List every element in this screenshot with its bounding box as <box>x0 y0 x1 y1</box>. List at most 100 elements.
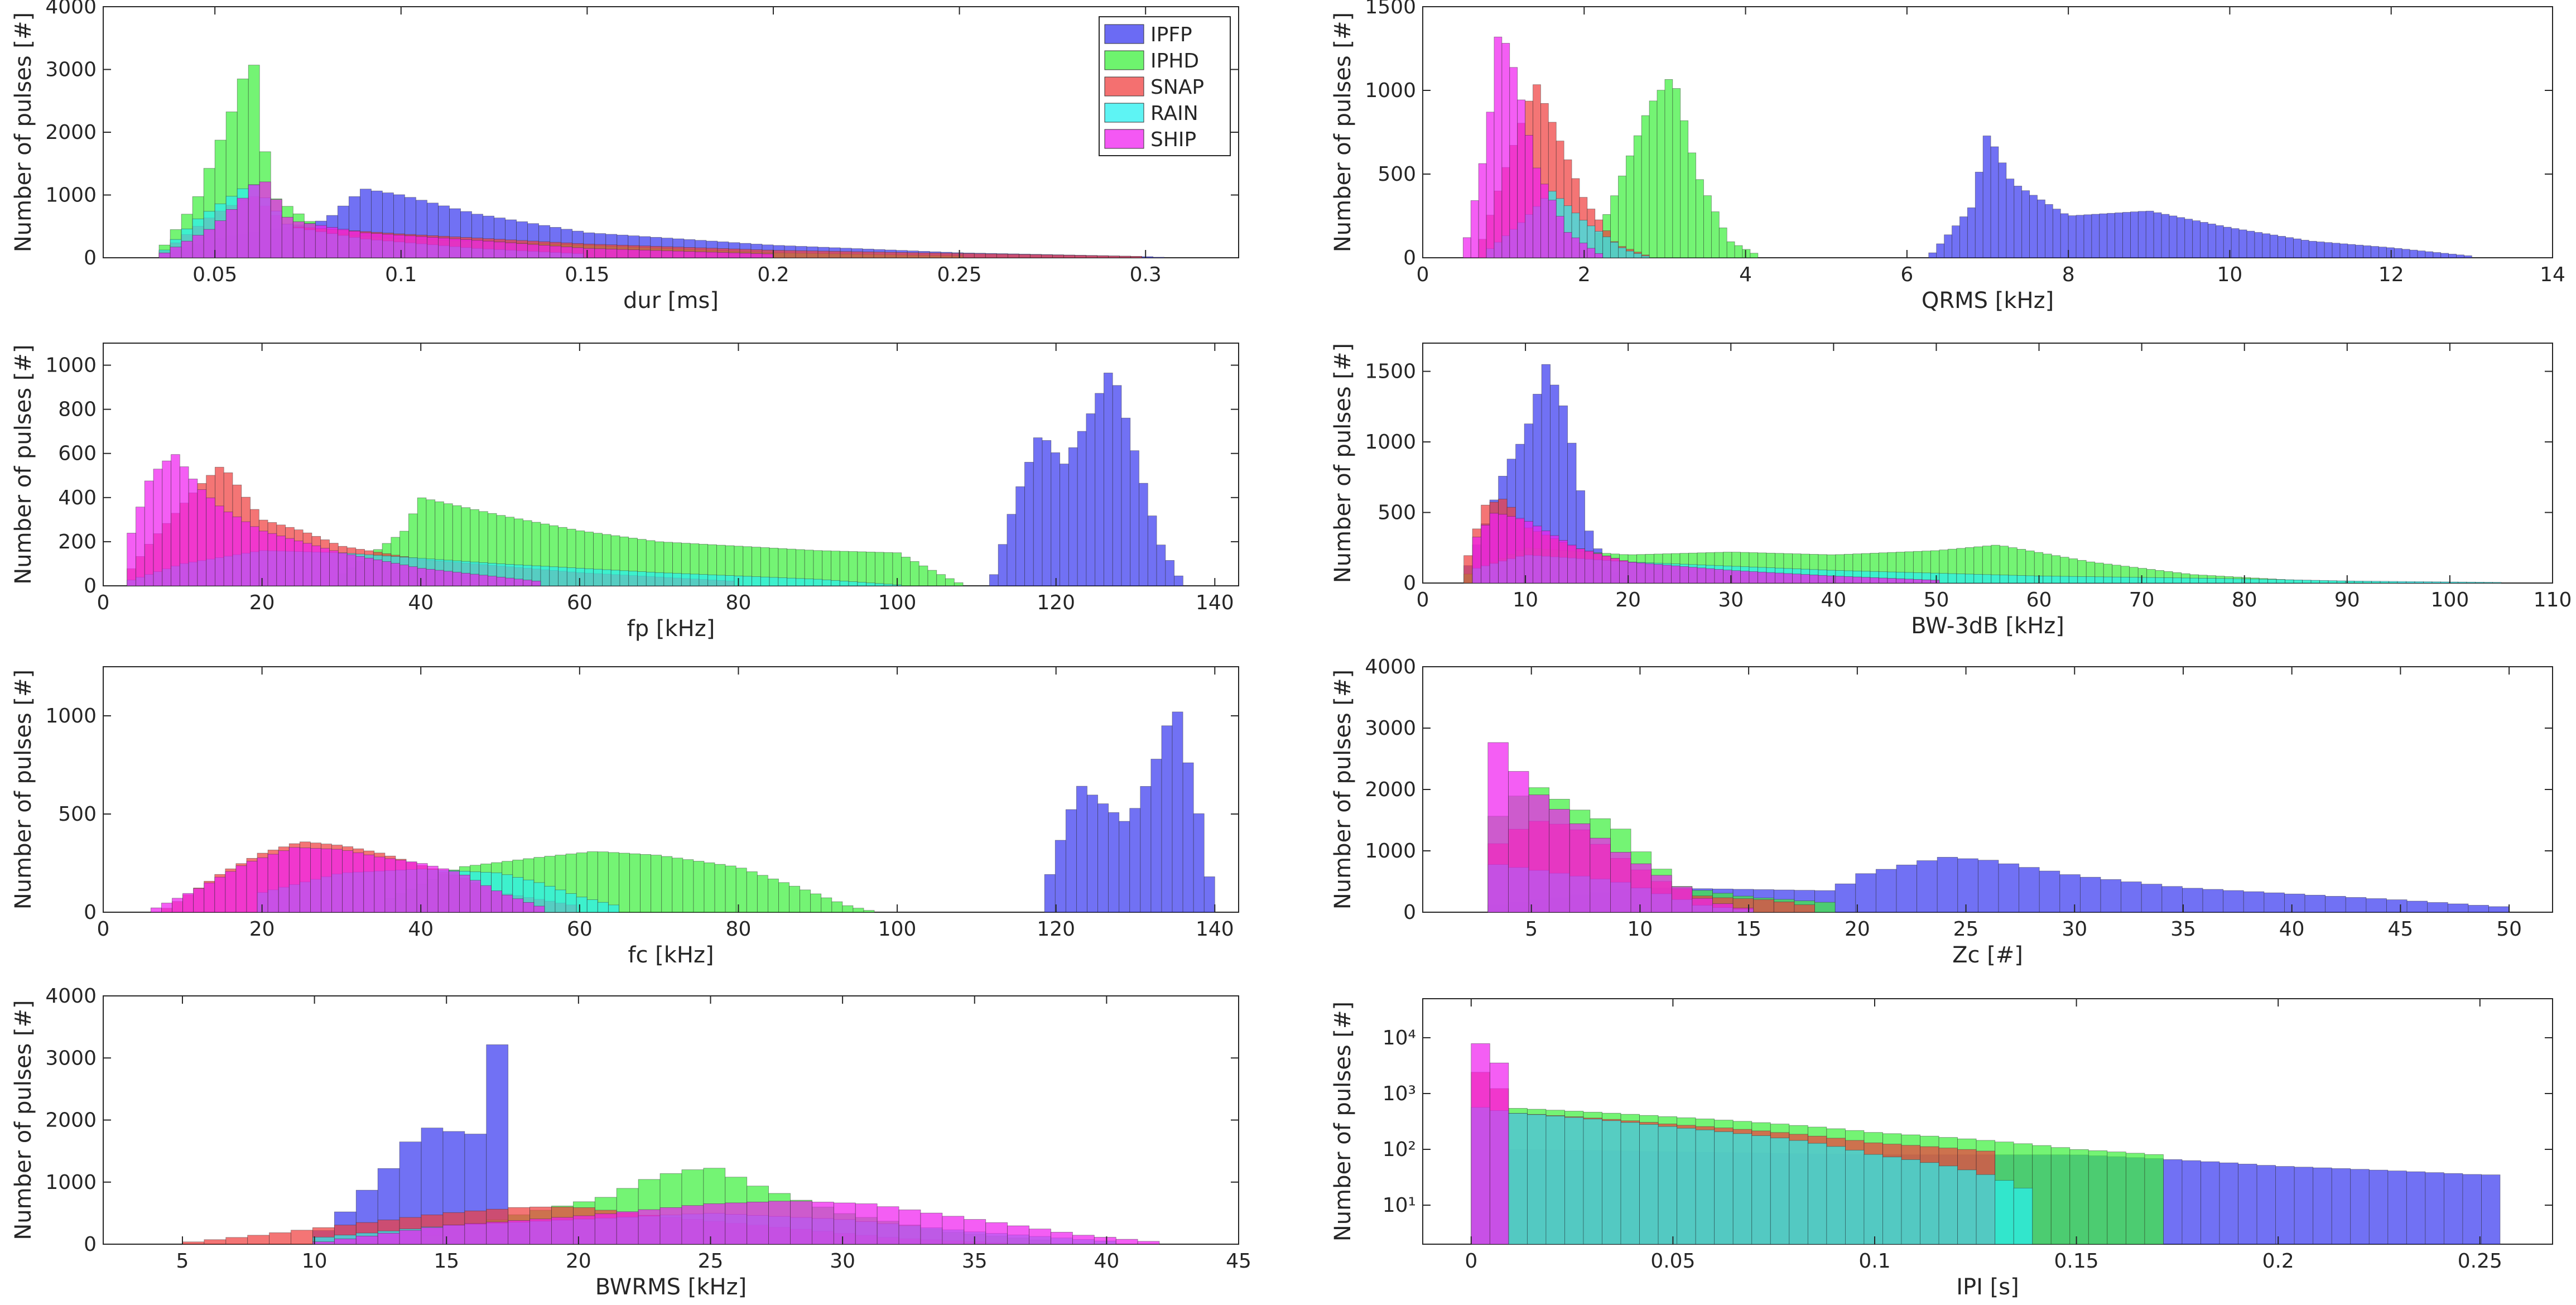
bar-ipfp <box>2481 1174 2501 1245</box>
bar-ipfp <box>2192 220 2201 258</box>
bar-ipfp <box>2083 214 2092 258</box>
series-ipfp <box>989 373 1183 586</box>
bar-ipfp <box>1065 809 1077 913</box>
bar-ship <box>1489 513 1499 584</box>
bar-ship <box>505 577 515 586</box>
bar-ipfp <box>2079 877 2101 913</box>
bar-rain <box>2103 576 2113 584</box>
bar-ship <box>1732 908 1754 913</box>
x-tick-label: 0.2 <box>757 263 789 286</box>
bar-ship <box>1517 99 1525 258</box>
bar-ship <box>384 858 396 913</box>
bar-ship <box>158 252 171 258</box>
bar-ship <box>435 570 444 586</box>
bar-rain <box>866 582 875 586</box>
bar-ship <box>338 552 348 586</box>
bar-rain <box>2431 581 2441 584</box>
bar-ipfp <box>1944 234 1952 258</box>
bar-ship <box>171 454 180 586</box>
bar-rain <box>1732 1133 1752 1245</box>
x-tick-label: 0.1 <box>385 263 417 286</box>
bar-rain <box>2086 576 2096 584</box>
bar-ship <box>877 1206 899 1245</box>
bar-ship <box>426 569 436 586</box>
bar-ship <box>1576 548 1585 584</box>
bar-iphd <box>901 557 911 586</box>
bar-ship <box>421 1227 444 1245</box>
bar-ipfp <box>2462 1174 2482 1245</box>
bar-ship <box>204 882 215 913</box>
bar-iphd <box>1814 902 1836 913</box>
bar-rain <box>2440 581 2450 584</box>
x-tick-label: 20 <box>566 1250 591 1273</box>
bar-ipfp <box>2440 253 2449 258</box>
x-tick-label: 10 <box>302 1250 328 1273</box>
bar-iphd <box>1711 211 1720 258</box>
bar-rain <box>769 577 779 586</box>
y-tick-label: 10¹ <box>1383 1194 1416 1217</box>
bar-ipfp <box>1990 146 1999 258</box>
bar-ipfp <box>2145 210 2154 258</box>
x-tick-label: 8 <box>2062 263 2075 286</box>
bar-ipfp <box>1982 136 1991 258</box>
legend-swatch-ipfp <box>1104 24 1144 44</box>
bar-ship <box>188 479 198 586</box>
bar-rain <box>883 584 893 586</box>
panel-4: 0 10 20 30 40 50 60 70 80 90 100 110 0 500 1000 1500 BW-… <box>1330 343 2572 639</box>
bar-ipfp <box>1937 857 1958 913</box>
bar-rain <box>822 579 831 586</box>
bar-ship <box>292 221 305 258</box>
bar-iphd <box>857 551 866 586</box>
bar-iphd <box>672 858 683 913</box>
bar-snap <box>806 251 818 258</box>
bar-ship <box>1692 898 1713 913</box>
bar-rain <box>1999 575 2009 584</box>
bar-rain <box>1714 1131 1734 1245</box>
bar-ship <box>1540 184 1549 258</box>
bar-iphd <box>936 574 946 586</box>
bar-ship <box>1818 575 1827 584</box>
bar-rain <box>1845 1150 1865 1245</box>
x-tick-label: 50 <box>1924 589 1949 611</box>
bar-ship <box>416 863 428 913</box>
bar-rain <box>597 902 609 913</box>
bar-ship <box>1007 1225 1029 1245</box>
bar-ship <box>1563 232 1572 258</box>
bar-ship <box>550 245 562 258</box>
bar-snap <box>962 253 975 258</box>
bar-iphd <box>863 910 875 913</box>
bar-ship <box>193 888 205 913</box>
bar-ipfp <box>1087 794 1098 913</box>
bar-ship <box>442 1225 465 1245</box>
x-axis-label: BW-3dB [kHz] <box>1911 613 2064 639</box>
bar-ship <box>487 576 497 586</box>
x-tick-label: 40 <box>408 591 434 614</box>
bar-ipfp <box>2264 892 2285 913</box>
bar-rain <box>663 572 673 586</box>
bar-ship <box>1548 200 1557 258</box>
y-tick-label: 4000 <box>1365 656 1416 678</box>
bar-ship <box>304 223 316 258</box>
bar-ipfp <box>2107 213 2115 258</box>
y-tick-label: 3000 <box>45 1047 97 1070</box>
bar-ipfp <box>2270 234 2279 258</box>
bar-rain <box>2319 580 2329 584</box>
x-tick-label: 100 <box>878 918 917 941</box>
bar-ship <box>363 854 375 913</box>
y-tick-label: 3000 <box>45 59 97 81</box>
bar-iphd <box>1718 227 1727 258</box>
bar-rain <box>1658 1126 1678 1245</box>
bar-ship <box>1895 578 1905 584</box>
bar-ship <box>572 247 584 258</box>
x-tick-label: 0.05 <box>1650 1250 1695 1273</box>
bar-ship <box>315 225 327 258</box>
bar-rain <box>672 573 682 586</box>
x-tick-label: 30 <box>1718 589 1744 611</box>
bar-snap <box>1130 256 1142 258</box>
bar-rain <box>707 574 717 586</box>
x-tick-label: 100 <box>2431 589 2469 611</box>
bar-ipfp <box>2275 1166 2295 1245</box>
bar-ship <box>258 531 268 586</box>
bar-ipfp <box>2447 903 2469 913</box>
bar-snap <box>1794 904 1815 913</box>
